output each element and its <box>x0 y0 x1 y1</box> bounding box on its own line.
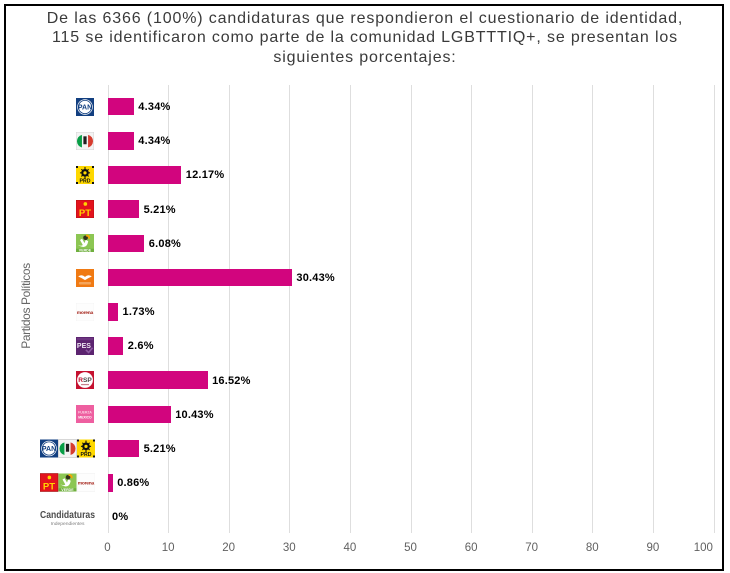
svg-text:RSP: RSP <box>78 377 92 384</box>
svg-text:morena: morena <box>77 481 94 487</box>
svg-text:PT: PT <box>42 482 54 493</box>
svg-text:PRD: PRD <box>80 179 91 184</box>
svg-text:VERDE: VERDE <box>61 488 74 492</box>
svg-text:morena: morena <box>77 310 94 316</box>
svg-text:PAN: PAN <box>78 104 92 111</box>
svg-text:PT: PT <box>79 208 91 218</box>
svg-text:PES: PES <box>77 343 91 350</box>
svg-text:PRD: PRD <box>80 452 91 458</box>
svg-text:MEXICO: MEXICO <box>78 416 92 420</box>
svg-text:PAN: PAN <box>41 446 55 453</box>
svg-text:VERDE: VERDE <box>79 249 92 253</box>
svg-text:FUERZA: FUERZA <box>78 411 92 415</box>
